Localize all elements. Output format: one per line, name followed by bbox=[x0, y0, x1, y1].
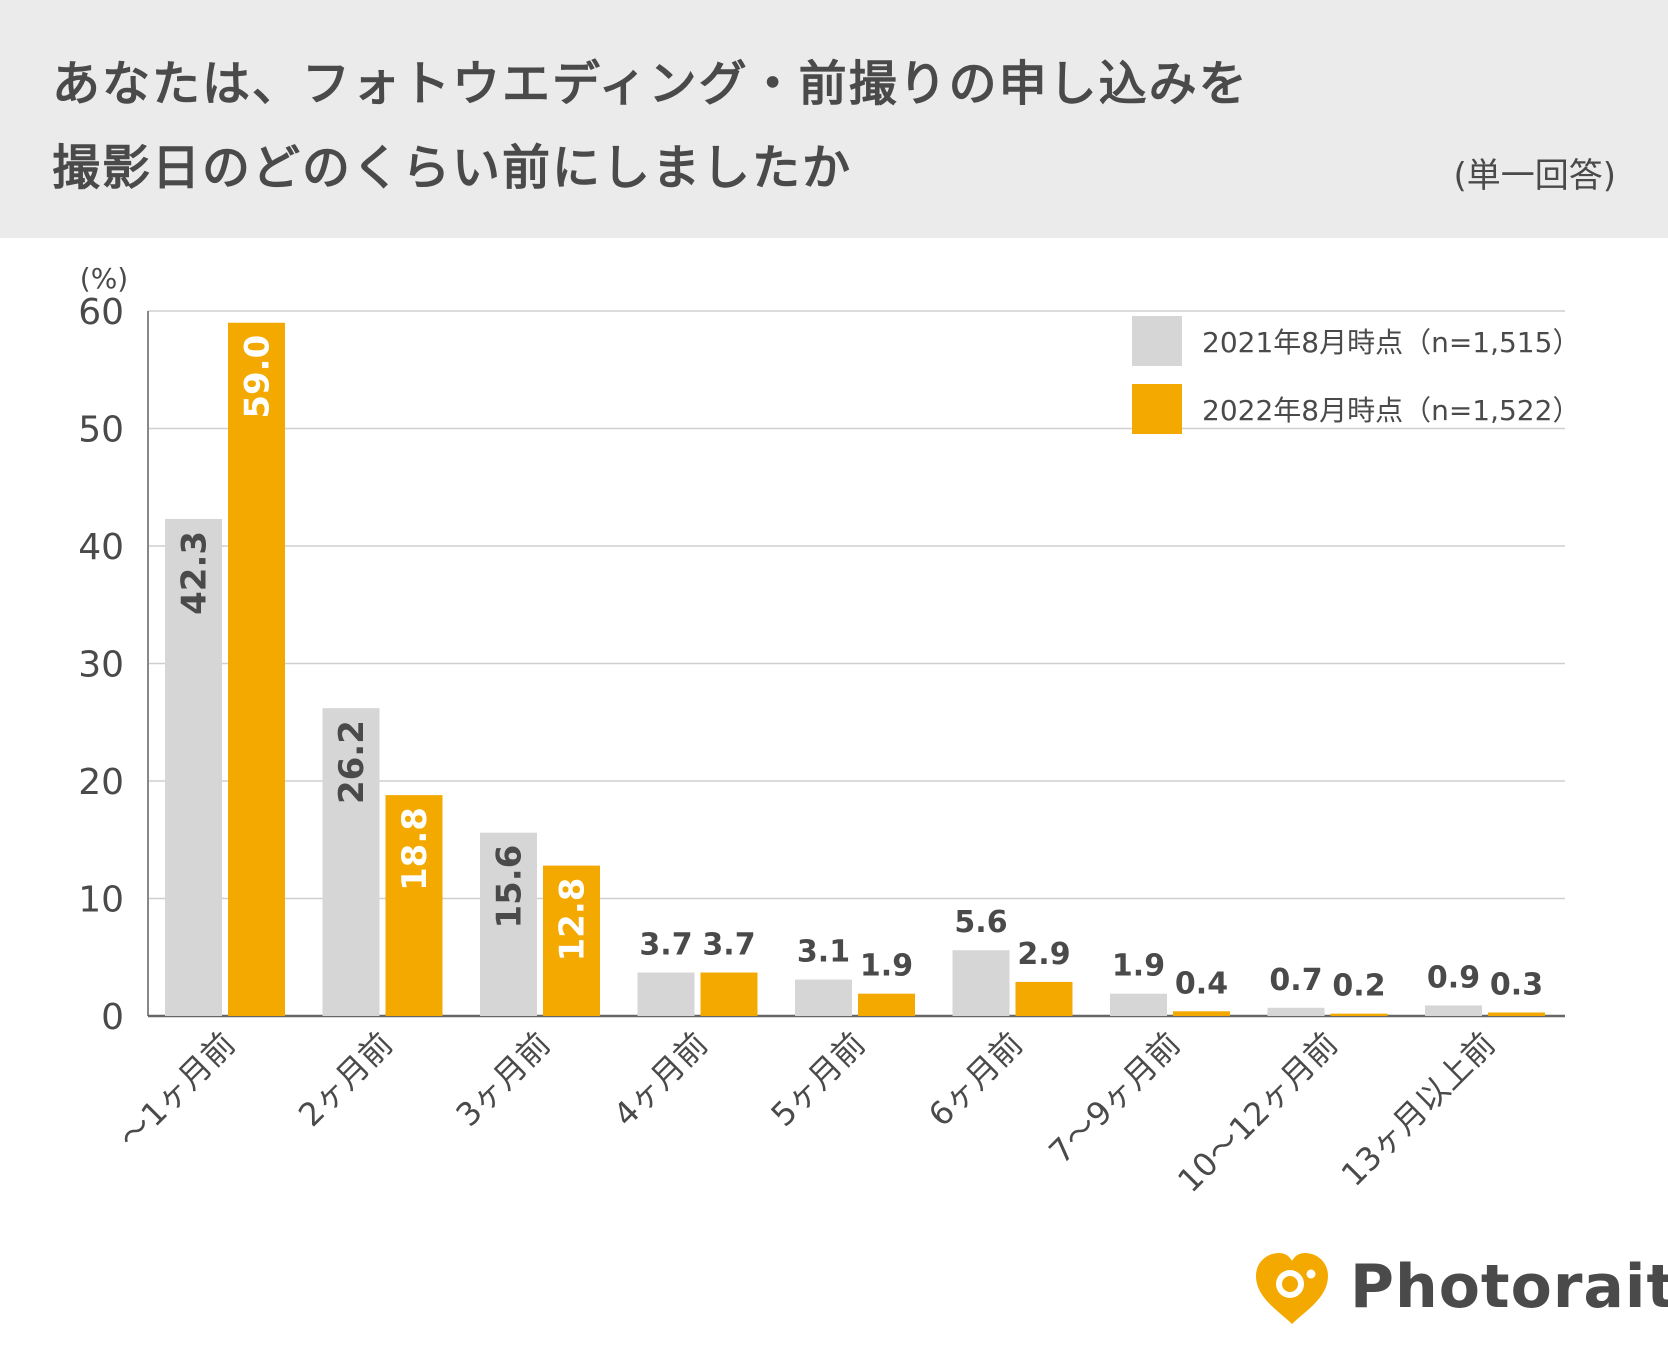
bar-2022 bbox=[385, 795, 443, 1016]
data-label: 5.6 bbox=[954, 905, 1007, 940]
legend-label: 2021年8月時点（n=1,515） bbox=[1202, 326, 1580, 359]
data-label: 26.2 bbox=[332, 720, 372, 804]
legend-swatch bbox=[1132, 384, 1182, 434]
x-tick-label: 3ヶ月前 bbox=[448, 1025, 557, 1134]
y-tick-label: 40 bbox=[78, 527, 124, 568]
x-tick-label: 6ヶ月前 bbox=[921, 1025, 1030, 1134]
bar-2021 bbox=[480, 832, 537, 1016]
brand-logo: Photorait bbox=[1250, 1248, 1668, 1328]
x-tick-label: 13ヶ月以上前 bbox=[1334, 1025, 1503, 1194]
data-label: 15.6 bbox=[490, 845, 530, 929]
data-label: 59.0 bbox=[238, 335, 278, 419]
data-label: 3.7 bbox=[702, 928, 755, 963]
data-label: 3.7 bbox=[639, 928, 692, 963]
bar-2021 bbox=[952, 950, 1010, 1016]
answer-type-note: (単一回答) bbox=[1453, 156, 1616, 196]
bar-2022 bbox=[1488, 1012, 1545, 1016]
data-label: 1.9 bbox=[1112, 949, 1165, 984]
bar-2021 bbox=[795, 979, 852, 1016]
y-unit-label: (%) bbox=[80, 262, 128, 295]
y-tick-label: 20 bbox=[78, 762, 124, 803]
bar-2022 bbox=[1173, 1011, 1230, 1016]
bar-2021 bbox=[1267, 1007, 1325, 1016]
y-tick-label: 50 bbox=[78, 410, 124, 451]
data-label: 18.8 bbox=[395, 807, 435, 891]
bar-2022 bbox=[228, 322, 285, 1016]
data-label: 0.2 bbox=[1332, 969, 1385, 1004]
legend-swatch bbox=[1132, 316, 1182, 366]
chart-title-line-1: あなたは、フォトウエディング・前撮りの申し込みを bbox=[52, 56, 1249, 112]
brand-name: Photorait bbox=[1350, 1252, 1668, 1322]
heart-camera-icon bbox=[1256, 1253, 1328, 1324]
legend-label: 2022年8月時点（n=1,522） bbox=[1202, 394, 1580, 427]
bar-2021 bbox=[1110, 993, 1167, 1016]
bar-2021 bbox=[165, 518, 222, 1016]
bar-2021 bbox=[637, 972, 695, 1016]
x-tick-label: 10〜12ヶ月前 bbox=[1170, 1025, 1345, 1200]
bar-2022 bbox=[700, 972, 758, 1016]
data-label: 0.9 bbox=[1427, 960, 1480, 995]
bar-2022 bbox=[1015, 981, 1073, 1016]
data-label: 0.7 bbox=[1269, 963, 1322, 998]
chart-header: あなたは、フォトウエディング・前撮りの申し込みを 撮影日のどのくらい前にしました… bbox=[0, 0, 1668, 238]
data-label: 12.8 bbox=[553, 878, 593, 962]
x-tick-label: 7〜9ヶ月前 bbox=[1041, 1025, 1187, 1171]
x-tick-label: 〜1ヶ月前 bbox=[111, 1025, 243, 1157]
data-label: 0.3 bbox=[1490, 967, 1543, 1002]
bar-2021 bbox=[1425, 1005, 1482, 1016]
data-label: 2.9 bbox=[1017, 937, 1070, 972]
y-tick-label: 0 bbox=[101, 997, 124, 1038]
bar-2022 bbox=[543, 865, 600, 1016]
x-tick-label: 5ヶ月前 bbox=[763, 1025, 872, 1134]
chart-title-line-2: 撮影日のどのくらい前にしましたか bbox=[52, 140, 853, 196]
x-tick-label: 4ヶ月前 bbox=[606, 1025, 715, 1134]
bar-chart: 0 10 20 30 40 50 60(%) 42.3 59.0 〜1ヶ月前 26.2 18.8 2ヶ月… bbox=[78, 262, 1580, 1200]
x-tick-label: 2ヶ月前 bbox=[291, 1025, 400, 1134]
bar-2021 bbox=[322, 708, 380, 1016]
bar-2022 bbox=[858, 993, 915, 1016]
data-label: 3.1 bbox=[797, 935, 850, 970]
y-tick-label: 10 bbox=[78, 880, 124, 921]
y-tick-label: 30 bbox=[78, 645, 124, 686]
y-tick-label: 60 bbox=[78, 292, 124, 333]
data-label: 0.4 bbox=[1175, 966, 1228, 1001]
data-label: 42.3 bbox=[175, 531, 215, 615]
data-label: 1.9 bbox=[860, 949, 913, 984]
bar-2022 bbox=[1330, 1013, 1388, 1016]
